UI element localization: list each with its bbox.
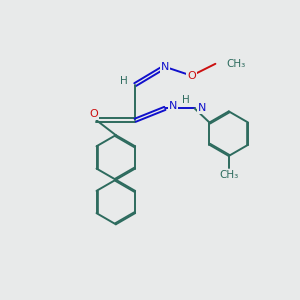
Text: N: N [198, 103, 206, 113]
Text: O: O [187, 71, 196, 81]
Text: H: H [182, 95, 190, 105]
Text: CH₃: CH₃ [219, 170, 239, 180]
Text: N: N [168, 101, 177, 111]
Text: N: N [161, 62, 169, 72]
Text: CH₃: CH₃ [227, 59, 246, 69]
Text: H: H [120, 76, 128, 86]
Text: O: O [90, 109, 98, 119]
